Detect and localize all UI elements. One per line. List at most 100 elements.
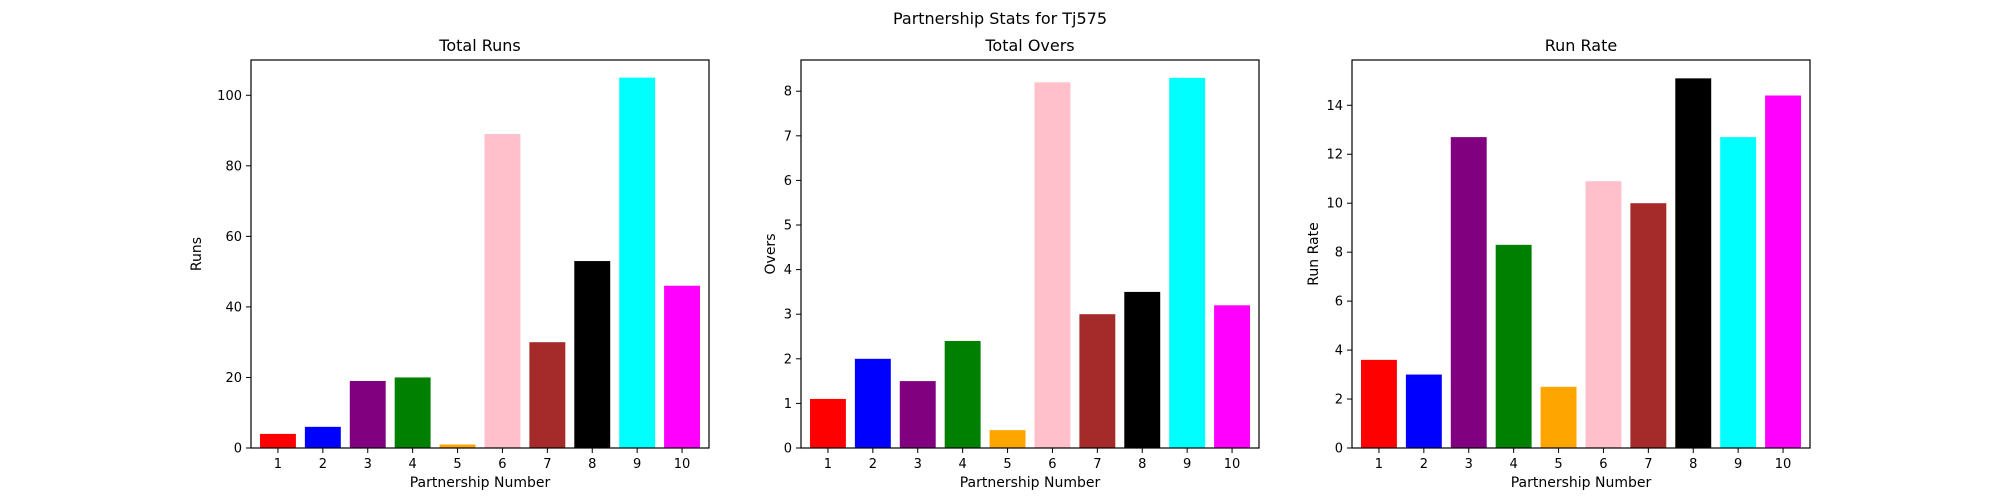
bar-9 — [1169, 77, 1206, 448]
bar-4 — [1495, 244, 1532, 448]
bar-1 — [259, 433, 296, 448]
y-tick-label: 40 — [225, 300, 242, 315]
y-tick-label: 2 — [784, 352, 792, 367]
x-axis-label: Partnership Number — [960, 475, 1101, 491]
x-tick-label: 10 — [1224, 457, 1241, 472]
x-tick-label: 7 — [1093, 457, 1101, 472]
y-tick-label: 8 — [1335, 246, 1343, 261]
y-tick-label: 0 — [1335, 442, 1343, 457]
bar-5 — [1540, 386, 1577, 448]
x-tick-label: 6 — [1599, 457, 1607, 472]
plot-frame — [800, 59, 1260, 449]
x-tick-label: 5 — [1003, 457, 1011, 472]
bar-3 — [1450, 137, 1487, 449]
bar-7 — [1079, 314, 1116, 448]
bar-10 — [1214, 305, 1251, 448]
bar-10 — [1765, 95, 1802, 448]
bar-6 — [1034, 82, 1071, 449]
bar-7 — [1630, 203, 1667, 448]
x-axis-ticks: 1 2 3 4 5 6 7 8 9 10 — [1375, 448, 1792, 472]
x-tick-label: 8 — [1689, 457, 1697, 472]
x-tick-label: 4 — [409, 457, 417, 472]
y-tick-label: 12 — [1326, 148, 1343, 163]
y-tick-label: 7 — [784, 129, 792, 144]
x-tick-label: 8 — [588, 457, 596, 472]
bar-2 — [854, 358, 891, 448]
bar-6 — [484, 134, 521, 448]
y-tick-label: 8 — [784, 85, 792, 100]
y-tick-label: 60 — [225, 230, 242, 245]
figure-suptitle: Partnership Stats for Tj575 — [893, 9, 1107, 28]
bar-3 — [899, 381, 936, 448]
x-tick-label: 8 — [1138, 457, 1146, 472]
x-tick-label: 2 — [319, 457, 327, 472]
bar-1 — [1360, 359, 1397, 448]
y-tick-label: 0 — [784, 442, 792, 457]
subplot-title: Total Runs — [438, 36, 520, 55]
y-tick-label: 2 — [1335, 393, 1343, 408]
bar-2 — [1405, 374, 1442, 448]
subplot-title: Run Rate — [1545, 36, 1617, 55]
y-tick-label: 1 — [784, 397, 792, 412]
x-tick-label: 2 — [1420, 457, 1428, 472]
y-tick-label: 14 — [1326, 99, 1343, 114]
bar-10 — [664, 285, 701, 448]
y-tick-label: 10 — [1326, 197, 1343, 212]
x-tick-label: 7 — [1644, 457, 1652, 472]
y-tick-label: 6 — [784, 174, 792, 189]
x-tick-label: 2 — [869, 457, 877, 472]
y-axis-label: Runs — [189, 237, 205, 271]
bar-9 — [619, 77, 656, 448]
x-tick-label: 9 — [1734, 457, 1742, 472]
y-axis-label: Run Rate — [1306, 222, 1322, 285]
y-tick-label: 80 — [225, 159, 242, 174]
bar-5 — [439, 444, 476, 448]
bar-marks — [809, 77, 1251, 449]
x-axis-label: Partnership Number — [410, 475, 551, 491]
x-tick-label: 3 — [364, 457, 372, 472]
y-tick-label: 5 — [784, 219, 792, 234]
y-tick-label: 100 — [217, 89, 242, 104]
bar-2 — [304, 426, 341, 448]
subplot-title: Total Overs — [984, 36, 1074, 55]
x-tick-label: 6 — [498, 457, 506, 472]
x-tick-label: 10 — [1775, 457, 1792, 472]
x-tick-label: 1 — [274, 457, 282, 472]
y-axis-ticks: 0 2 4 6 8 10 12 14 — [1326, 99, 1352, 457]
x-tick-label: 3 — [1465, 457, 1473, 472]
bar-1 — [809, 398, 846, 448]
bar-6 — [1585, 181, 1622, 449]
x-tick-label: 9 — [1183, 457, 1191, 472]
plot-frame — [1351, 59, 1811, 449]
bar-8 — [1124, 291, 1161, 448]
y-tick-label: 4 — [784, 263, 792, 278]
x-axis-ticks: 1 2 3 4 5 6 7 8 9 10 — [824, 448, 1241, 472]
bar-marks — [1360, 78, 1802, 449]
x-axis-ticks: 1 2 3 4 5 6 7 8 9 10 — [274, 448, 690, 472]
bar-4 — [944, 340, 981, 448]
y-tick-label: 6 — [1335, 295, 1343, 310]
bar-4 — [394, 377, 431, 448]
bar-8 — [574, 261, 611, 448]
x-tick-label: 4 — [1510, 457, 1518, 472]
x-tick-label: 7 — [543, 457, 551, 472]
plot-frame — [250, 59, 710, 449]
x-axis-label: Partnership Number — [1511, 475, 1652, 491]
bar-8 — [1675, 78, 1712, 449]
y-tick-label: 3 — [784, 308, 792, 323]
x-tick-label: 9 — [633, 457, 641, 472]
y-tick-label: 0 — [234, 442, 242, 457]
y-axis-label: Overs — [763, 234, 779, 275]
bar-marks — [259, 77, 701, 448]
y-axis-ticks: 0 20 40 60 80 100 — [217, 89, 251, 457]
bar-7 — [529, 342, 566, 448]
x-tick-label: 5 — [453, 457, 461, 472]
bar-3 — [349, 380, 386, 448]
x-tick-label: 4 — [959, 457, 967, 472]
subplot-total-runs: Total Runs 0 20 40 60 80 100 1 2 3 4 5 6 7 8 9 10 Part… — [189, 36, 710, 491]
y-tick-label: 4 — [1335, 344, 1343, 359]
y-axis-ticks: 0 1 2 3 4 5 6 7 8 — [784, 85, 801, 457]
x-tick-label: 3 — [914, 457, 922, 472]
